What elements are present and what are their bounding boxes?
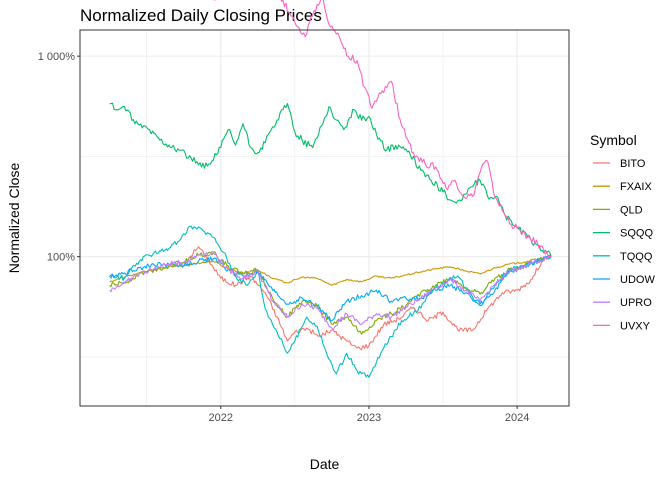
legend-item-udow: UDOW [593,274,655,286]
x-tick-label: 2022 [209,412,233,424]
x-axis-title: Date [310,456,340,472]
legend-label: FXAIX [620,181,652,193]
legend-item-fxaix: FXAIX [593,181,652,193]
series-lines [109,0,552,378]
y-tick-label: 100% [47,252,75,264]
legend-label: UVXY [620,320,651,332]
series-line-sqqq [109,102,552,257]
legend-item-upro: UPRO [593,297,652,309]
x-tick-label: 2024 [505,412,529,424]
legend-label: UDOW [620,274,655,286]
series-line-tqqq [109,225,552,378]
legend-item-tqqq: TQQQ [593,251,653,263]
legend-title: Symbol [590,132,637,148]
series-line-bito [189,246,552,351]
plot-panel [79,0,570,407]
y-axis-title: Normalized Close [6,163,22,274]
legend-item-bito: BITO [593,158,646,170]
legend-label: UPRO [620,297,652,309]
x-tick-label: 2023 [357,412,381,424]
x-axis: 2022 2023 2024 [209,406,529,424]
y-tick-label: 1 000% [38,51,76,63]
minor-gridlines [80,30,569,406]
panel-border [79,29,570,407]
y-axis: 100%1 000%10 000% [38,51,80,264]
panel-background [80,30,569,406]
legend-label: TQQQ [620,251,653,263]
legend-label: SQQQ [620,228,653,240]
series-line-upro [109,250,552,330]
legend-item-qld: QLD [593,204,643,216]
chart-title: Normalized Daily Closing Prices [80,6,322,25]
legend-item-sqqq: SQQQ [593,228,653,240]
legend-label: BITO [620,158,646,170]
legend-label: QLD [620,204,643,216]
major-gridlines [80,30,569,406]
series-line-uvxy [214,0,552,258]
legend: Symbol BITO FXAIX QLD SQQQ TQQQ UDOW UPRO UVXY [590,132,655,332]
legend-item-uvxy: UVXY [593,320,651,332]
series-line-udow [109,254,552,322]
